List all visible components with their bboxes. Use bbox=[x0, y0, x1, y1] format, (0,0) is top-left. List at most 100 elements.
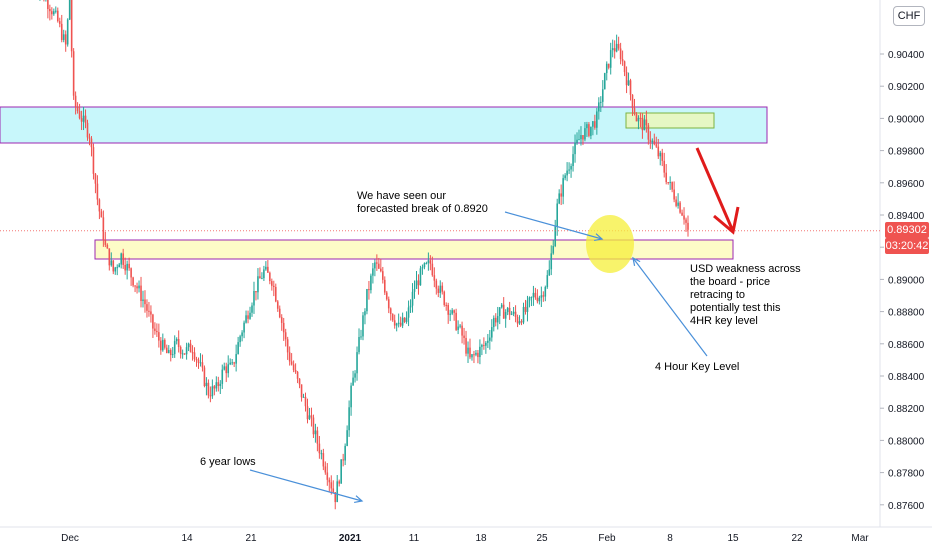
candle bbox=[187, 343, 190, 348]
candle bbox=[437, 288, 440, 293]
candle bbox=[360, 336, 362, 338]
candle bbox=[421, 267, 424, 269]
candle bbox=[167, 350, 170, 354]
candle bbox=[554, 226, 557, 246]
candle bbox=[356, 352, 358, 374]
candle bbox=[590, 126, 592, 136]
key-level-arrow bbox=[632, 256, 708, 357]
candle bbox=[407, 307, 410, 318]
candle bbox=[265, 266, 267, 270]
candle bbox=[433, 275, 436, 281]
annotation-overlays bbox=[0, 147, 880, 504]
candle bbox=[358, 337, 360, 353]
candle bbox=[423, 263, 426, 268]
candle bbox=[494, 317, 497, 323]
candle bbox=[90, 138, 93, 148]
candle bbox=[150, 311, 152, 315]
candle bbox=[530, 297, 533, 299]
six-year-lows-note: 6 year lows bbox=[200, 456, 256, 468]
y-tick-label: 0.88000 bbox=[888, 436, 925, 447]
candle bbox=[108, 248, 111, 266]
currency-label[interactable]: CHF bbox=[893, 6, 925, 26]
candle bbox=[645, 119, 648, 126]
candle bbox=[520, 321, 523, 323]
candle bbox=[508, 307, 511, 315]
last-price-label: 0.89302 bbox=[885, 222, 929, 238]
candle bbox=[352, 377, 354, 386]
candle bbox=[540, 295, 543, 298]
candle bbox=[679, 202, 681, 213]
candle bbox=[600, 101, 602, 103]
candle bbox=[665, 172, 667, 183]
candle bbox=[251, 305, 253, 313]
candle bbox=[304, 396, 307, 407]
candle bbox=[116, 267, 119, 269]
candle bbox=[112, 260, 115, 272]
candle bbox=[334, 492, 337, 503]
candle bbox=[74, 95, 77, 107]
candle bbox=[273, 285, 275, 287]
candle bbox=[233, 362, 235, 364]
candle bbox=[154, 328, 156, 331]
candle bbox=[179, 347, 182, 354]
candle bbox=[340, 459, 342, 484]
candle bbox=[92, 147, 95, 174]
candle bbox=[536, 297, 539, 302]
candle bbox=[471, 354, 473, 358]
candle bbox=[538, 297, 541, 302]
y-tick-label: 0.90000 bbox=[888, 114, 925, 125]
candle bbox=[310, 415, 313, 418]
candle bbox=[100, 211, 103, 218]
candle bbox=[160, 340, 162, 351]
candle bbox=[611, 48, 614, 51]
lows-arrow bbox=[249, 469, 364, 504]
candle bbox=[280, 317, 283, 323]
candle bbox=[566, 170, 568, 176]
y-tick-label: 0.88800 bbox=[888, 308, 925, 319]
candle bbox=[215, 382, 218, 389]
candle bbox=[314, 430, 317, 435]
candle bbox=[70, 0, 73, 52]
candle bbox=[82, 115, 85, 122]
candle bbox=[582, 135, 584, 140]
candle bbox=[643, 119, 646, 131]
candle bbox=[637, 117, 640, 122]
candle bbox=[288, 352, 291, 362]
candle bbox=[346, 430, 348, 446]
candle bbox=[487, 340, 489, 343]
candle bbox=[489, 337, 491, 341]
candle bbox=[80, 118, 83, 122]
candle bbox=[290, 361, 293, 365]
time-axis[interactable]: Dec 14 21 2021 11 18 25 Feb 8 15 22 Mar bbox=[61, 533, 869, 544]
candle bbox=[316, 430, 319, 444]
candle bbox=[592, 121, 594, 127]
candle bbox=[55, 10, 57, 12]
price-axis[interactable]: 0.90400 0.90200 0.90000 0.89800 0.89600 0.894… bbox=[880, 50, 925, 512]
candle bbox=[403, 317, 406, 322]
candle bbox=[441, 285, 444, 292]
candle bbox=[506, 307, 509, 313]
candle bbox=[544, 287, 547, 297]
candle bbox=[623, 61, 626, 73]
candle bbox=[366, 288, 368, 312]
candle bbox=[429, 260, 432, 264]
candle bbox=[169, 350, 172, 356]
candle bbox=[104, 240, 107, 245]
candle bbox=[542, 295, 545, 297]
candle bbox=[114, 267, 117, 272]
candle bbox=[655, 144, 658, 147]
candle bbox=[685, 219, 687, 223]
candle bbox=[603, 73, 606, 90]
candle bbox=[271, 281, 273, 286]
candle bbox=[631, 94, 634, 109]
candle bbox=[64, 34, 67, 45]
forecast-note: We have seen our forecasted break of 0.8… bbox=[357, 190, 488, 215]
candle bbox=[492, 317, 495, 328]
candle bbox=[496, 316, 499, 323]
candle bbox=[415, 280, 418, 289]
candle bbox=[249, 312, 251, 319]
x-tick-label: Feb bbox=[598, 533, 616, 544]
candle bbox=[411, 291, 414, 306]
candle bbox=[302, 396, 305, 398]
